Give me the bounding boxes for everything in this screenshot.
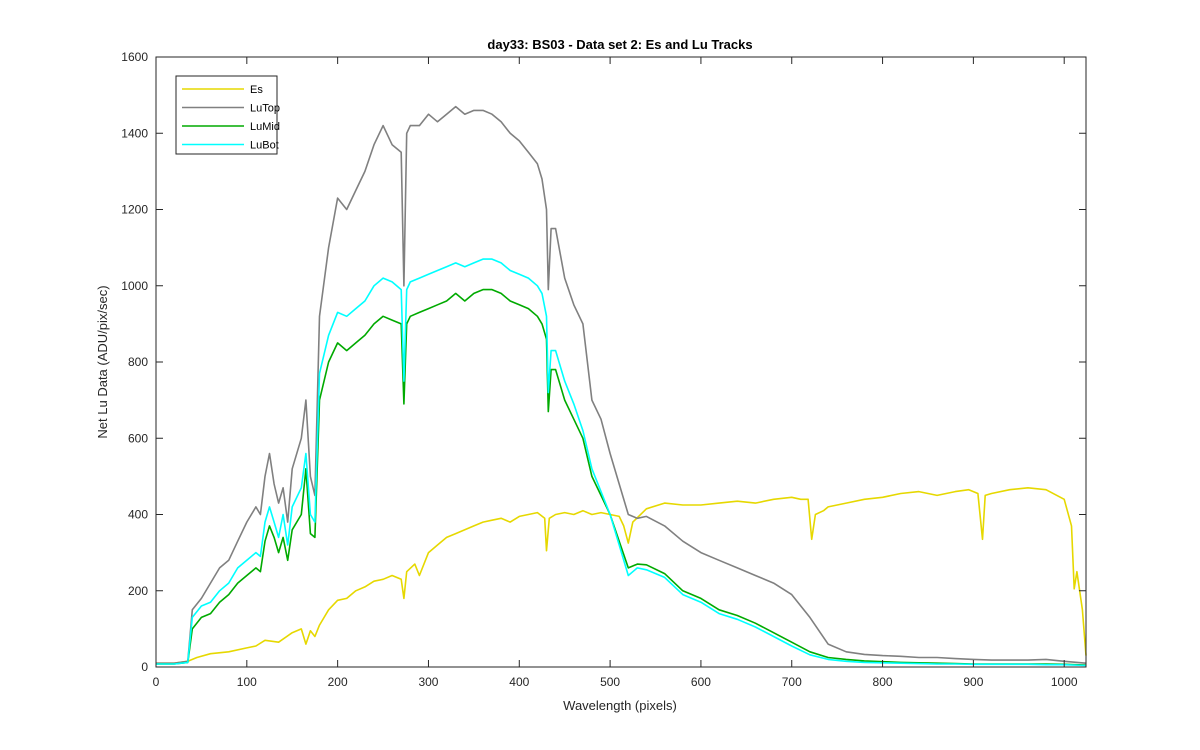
legend-label-lutop: LuTop	[250, 103, 280, 115]
y-tick-label: 600	[128, 431, 148, 445]
x-tick-label: 1000	[1051, 675, 1078, 689]
y-tick-label: 1000	[121, 279, 148, 293]
y-tick-label: 200	[128, 584, 148, 598]
axes-layer: 0 100 200 300 400 500 600 700 800 900 1000 0 200 400 6…	[121, 50, 1087, 689]
x-tick-label: 400	[509, 675, 529, 689]
x-tick-label: 800	[873, 675, 893, 689]
x-tick-label: 500	[600, 675, 620, 689]
x-tick-label: 0	[153, 675, 160, 689]
series-layer	[156, 57, 1087, 667]
y-tick-label: 1400	[121, 126, 148, 140]
y-tick-label: 1200	[121, 203, 148, 217]
plot-area	[156, 57, 1086, 667]
y-tick-label: 800	[128, 355, 148, 369]
y-axis-label: Net Lu Data (ADU/pix/sec)	[95, 285, 110, 438]
series-line-lutop	[156, 105, 1087, 664]
series-line-es	[156, 487, 1087, 664]
y-tick-label: 400	[128, 508, 148, 522]
chart-title: day33: BS03 - Data set 2: Es and Lu Trac…	[487, 37, 752, 52]
legend: Es LuTop LuMid LuBot	[175, 75, 280, 155]
x-tick-label: 300	[418, 675, 438, 689]
legend-label-lumid: LuMid	[250, 121, 280, 133]
legend-label-es: Es	[250, 84, 263, 96]
x-tick-label: 700	[782, 675, 802, 689]
series-line-lumid	[156, 288, 1087, 666]
x-tick-label: 200	[328, 675, 348, 689]
x-tick-label: 100	[237, 675, 257, 689]
y-tick-label: 0	[141, 660, 148, 674]
series-line-lubot	[156, 258, 1087, 667]
x-tick-label: 900	[963, 675, 983, 689]
x-axis-label: Wavelength (pixels)	[563, 698, 677, 713]
y-tick-label: 1600	[121, 50, 148, 64]
x-tick-label: 600	[691, 675, 711, 689]
legend-label-lubot: LuBot	[250, 140, 279, 152]
